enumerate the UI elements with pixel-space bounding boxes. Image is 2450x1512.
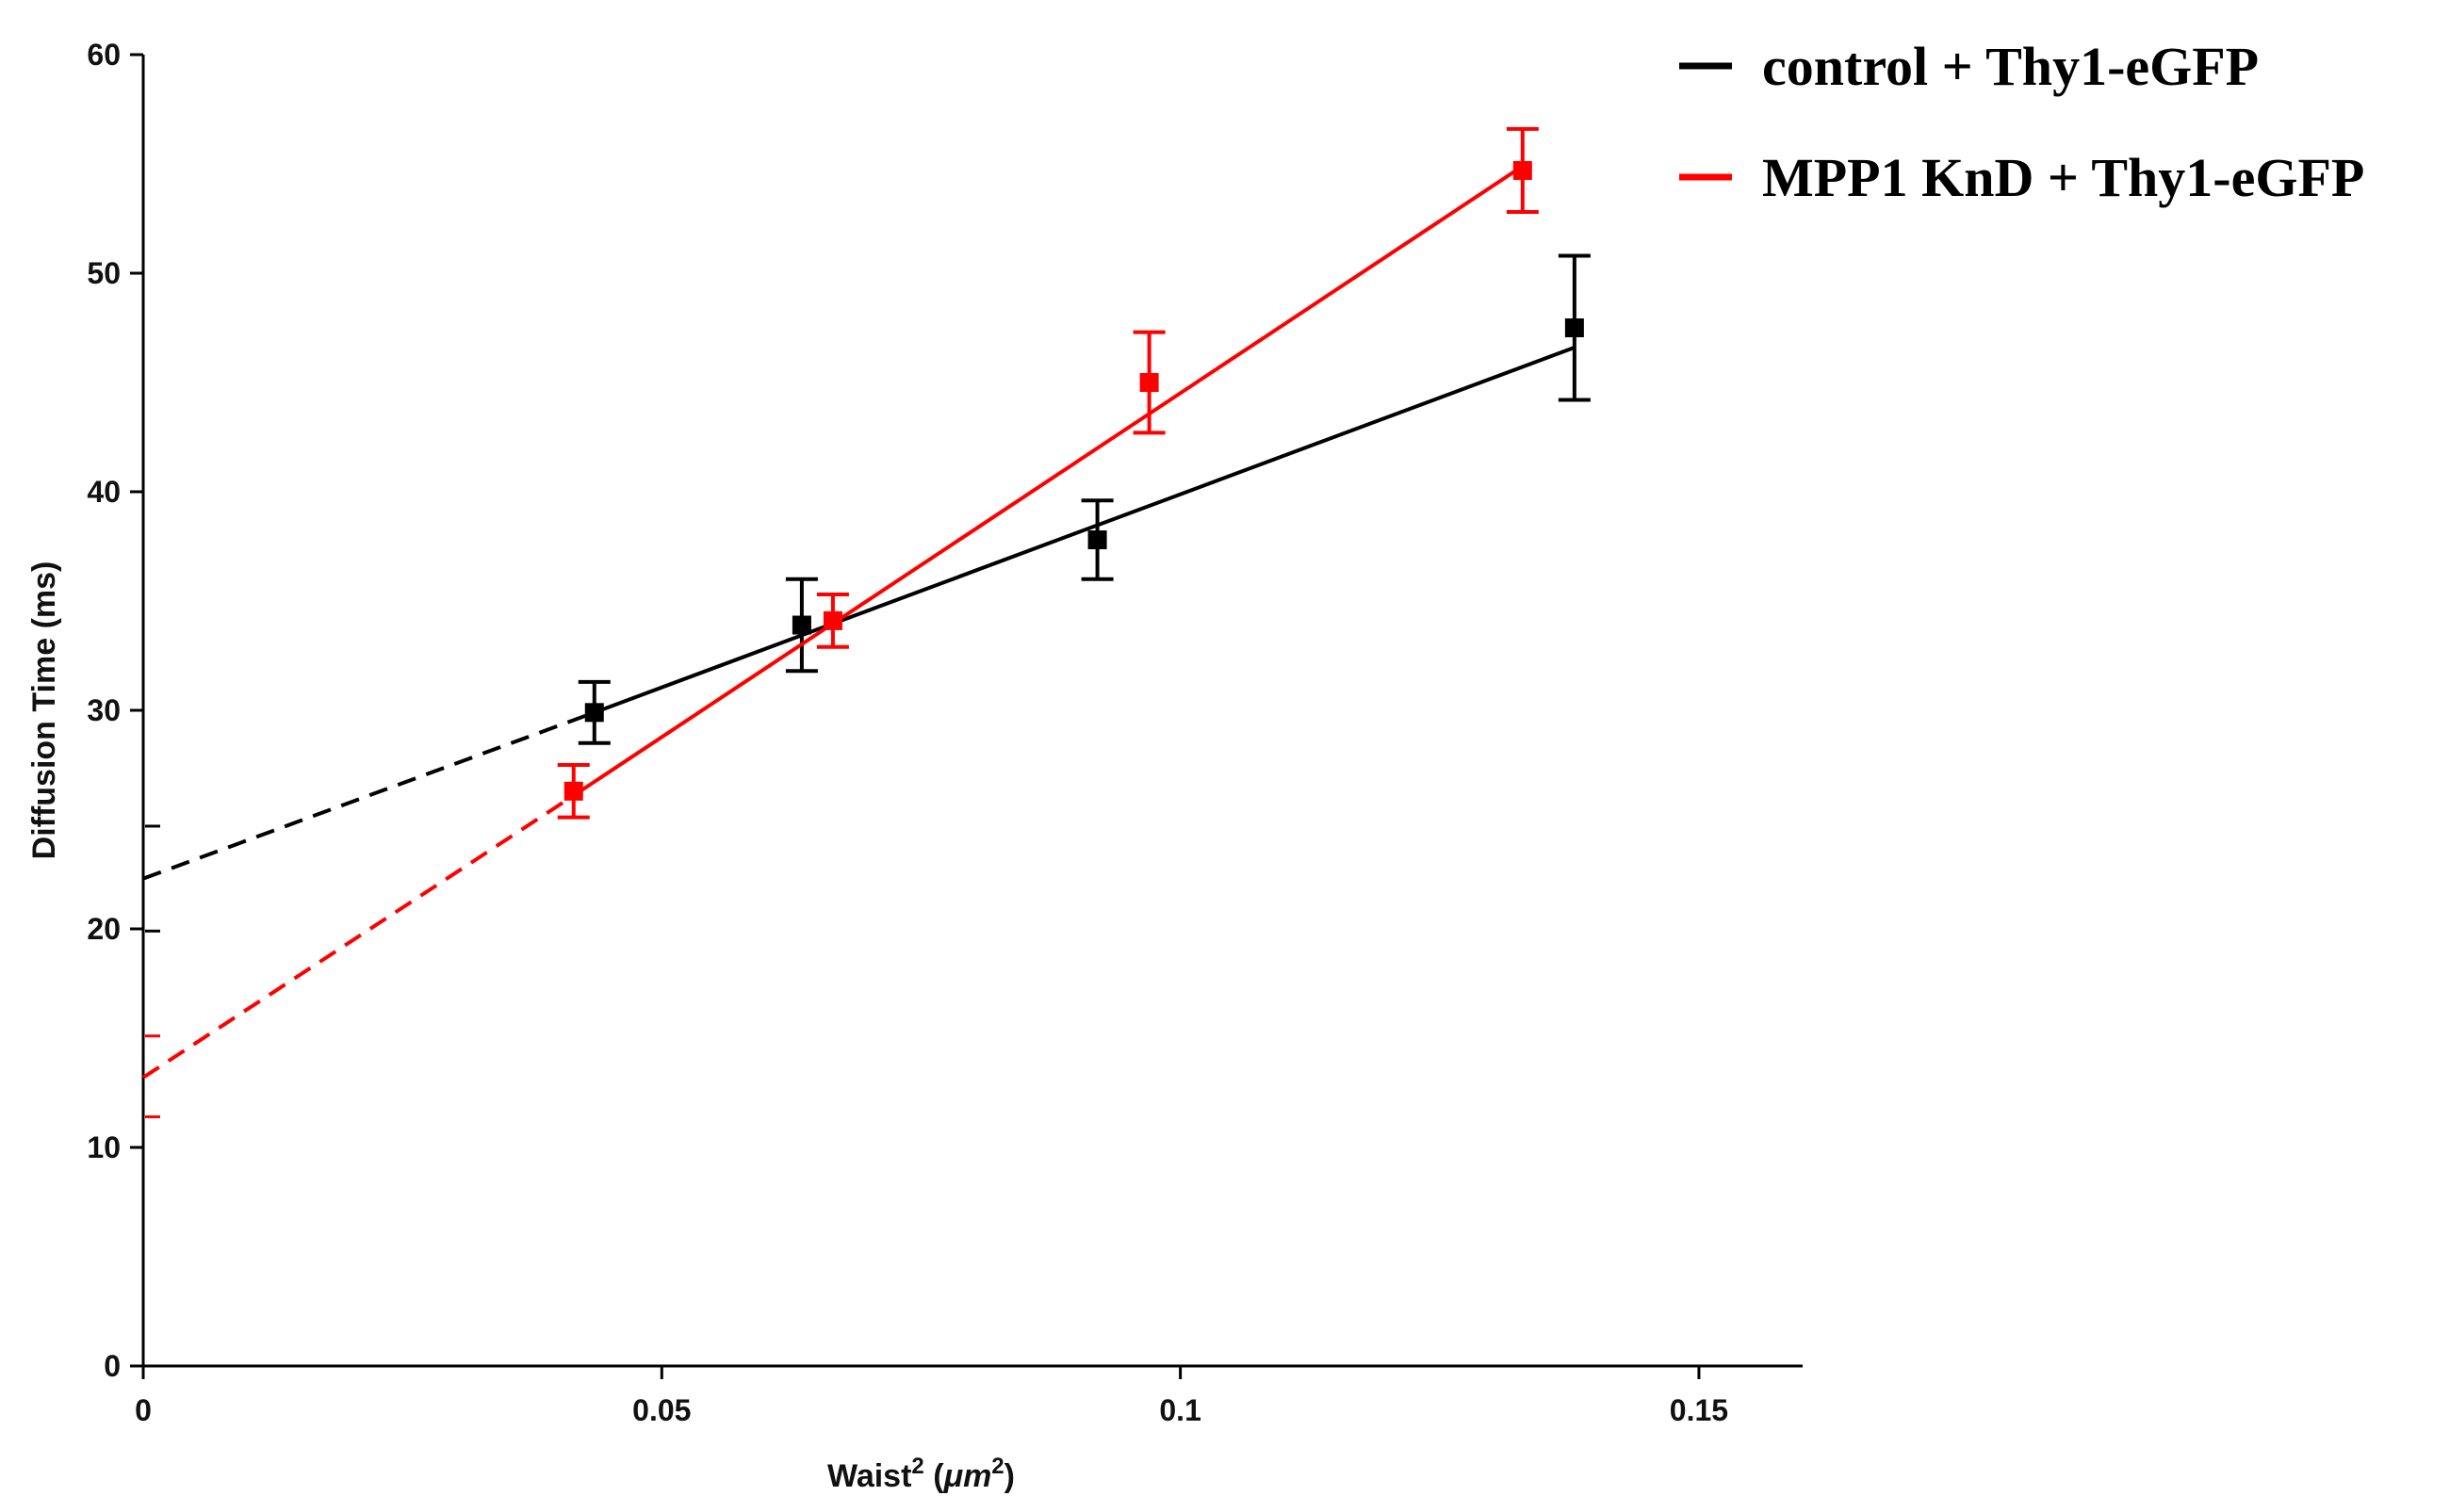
x-tick-label: 0.15 bbox=[1670, 1393, 1728, 1427]
data-point bbox=[1564, 318, 1584, 337]
x-tick-label: 0.1 bbox=[1159, 1393, 1200, 1427]
y-tick-label: 40 bbox=[87, 475, 121, 509]
x-axis-title-close: ) bbox=[1004, 1458, 1015, 1494]
fit-line bbox=[572, 164, 1524, 798]
y-tick-label: 60 bbox=[87, 38, 121, 72]
x-axis-title-unit: μm bbox=[943, 1458, 992, 1494]
series-mpp1-knd bbox=[141, 126, 1539, 1119]
x-axis-title-open: ( bbox=[924, 1458, 944, 1494]
legend-label: control + Thy1-eGFP bbox=[1762, 36, 2259, 97]
data-point bbox=[1512, 160, 1532, 180]
x-axis-title-sup: 2 bbox=[911, 1454, 923, 1479]
fit-line bbox=[594, 346, 1576, 715]
y-axis-title: Diffusion Time (ms) bbox=[26, 561, 62, 860]
data-point bbox=[1087, 530, 1107, 550]
y-tick-label: 0 bbox=[104, 1349, 121, 1383]
y-tick-label: 50 bbox=[87, 256, 121, 290]
data-point bbox=[584, 703, 604, 723]
extrapolation-line bbox=[142, 710, 596, 881]
data-point bbox=[564, 781, 583, 801]
data-point bbox=[1139, 373, 1159, 392]
x-ticks: 0 0.05 0.1 0.15 bbox=[135, 1366, 1728, 1427]
legend-label: MPP1 KnD + Thy1-eGFP bbox=[1762, 147, 2364, 208]
y-ticks: 0 10 20 30 40 50 60 bbox=[87, 38, 143, 1383]
series-control bbox=[142, 253, 1591, 933]
x-axis-title-main: Waist bbox=[827, 1458, 911, 1494]
data-point bbox=[792, 615, 811, 635]
data-point bbox=[823, 610, 842, 630]
y-tick-label: 10 bbox=[87, 1130, 121, 1164]
legend: control + Thy1-eGFP MPP1 KnD + Thy1-eGFP bbox=[1679, 36, 2364, 208]
x-axis-title: Waist2 (μm2) bbox=[827, 1454, 1015, 1494]
axes: 0 0.05 0.1 0.15 0 10 20 30 40 50 60 bbox=[87, 38, 1803, 1427]
plot-area bbox=[141, 126, 1591, 1119]
y-tick-label: 30 bbox=[87, 693, 121, 727]
extrapolation-line bbox=[141, 793, 575, 1080]
x-tick-label: 0.05 bbox=[632, 1393, 691, 1427]
y-tick-label: 20 bbox=[87, 912, 121, 946]
x-tick-label: 0 bbox=[135, 1393, 152, 1427]
x-axis-title-unit-sup: 2 bbox=[991, 1454, 1004, 1479]
